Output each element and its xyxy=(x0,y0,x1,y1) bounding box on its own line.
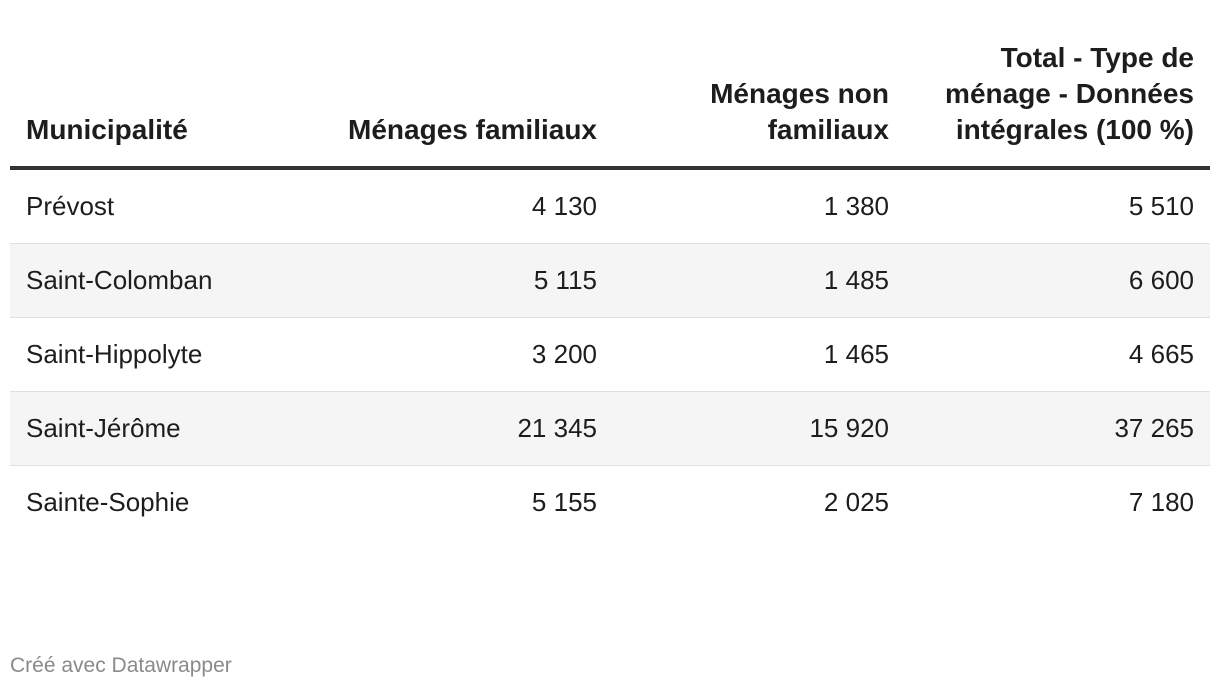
cell-total: 6 600 xyxy=(905,243,1210,318)
cell-menages-non-familiaux: 1 485 xyxy=(613,243,905,318)
data-table: Municipalité Ménages familiaux Ménages n… xyxy=(10,40,1210,539)
cell-menages-non-familiaux: 15 920 xyxy=(613,391,905,466)
datawrapper-credit[interactable]: Créé avec Datawrapper xyxy=(10,654,232,677)
cell-municipalite: Sainte-Sophie xyxy=(26,487,190,517)
cell-menages-familiaux: 5 155 xyxy=(531,487,597,517)
table-row: Saint-Hippolyte 3 200 1 465 4 665 xyxy=(10,317,1210,392)
cell-total: 37 265 xyxy=(905,391,1210,466)
table-header-row: Municipalité Ménages familiaux Ménages n… xyxy=(10,40,1210,170)
cell-menages-familiaux: 21 345 xyxy=(320,391,613,466)
cell-municipalite: Prévost xyxy=(10,168,320,244)
cell-menages-familiaux: 3 200 xyxy=(320,317,613,392)
table-row: Saint-Jérôme 21 345 15 920 37 265 xyxy=(10,391,1210,466)
cell-municipalite: Saint-Jérôme xyxy=(10,391,320,466)
column-header-total[interactable]: Total - Type de ménage - Données intégra… xyxy=(905,40,1210,170)
cell-municipalite: Saint-Hippolyte xyxy=(10,317,320,392)
cell-menages-familiaux: 5 115 xyxy=(320,243,613,318)
table-row: Saint-Colomban 5 115 1 485 6 600 xyxy=(10,243,1210,318)
cell-menages-non-familiaux: 1 465 xyxy=(613,317,905,392)
table-row: Prévost 4 130 1 380 5 510 xyxy=(10,168,1210,244)
cell-menages-non-familiaux: 1 380 xyxy=(613,168,905,244)
column-header-municipalite[interactable]: Municipalité xyxy=(10,40,320,170)
table-row: Sainte-Sophie 5 155 2 025 7 180 xyxy=(10,466,1210,540)
cell-municipalite: Saint-Colomban xyxy=(10,243,320,318)
cell-menages-non-familiaux: 2 025 xyxy=(823,487,889,517)
cell-total: 4 665 xyxy=(905,317,1210,392)
column-header-menages-familiaux[interactable]: Ménages familiaux xyxy=(320,40,613,170)
cell-menages-familiaux: 4 130 xyxy=(320,168,613,244)
column-header-menages-non-familiaux[interactable]: Ménages non familiaux xyxy=(613,40,905,170)
cell-total: 7 180 xyxy=(1128,487,1194,517)
cell-total: 5 510 xyxy=(905,168,1210,244)
data-table-container: Municipalité Ménages familiaux Ménages n… xyxy=(10,40,1210,539)
